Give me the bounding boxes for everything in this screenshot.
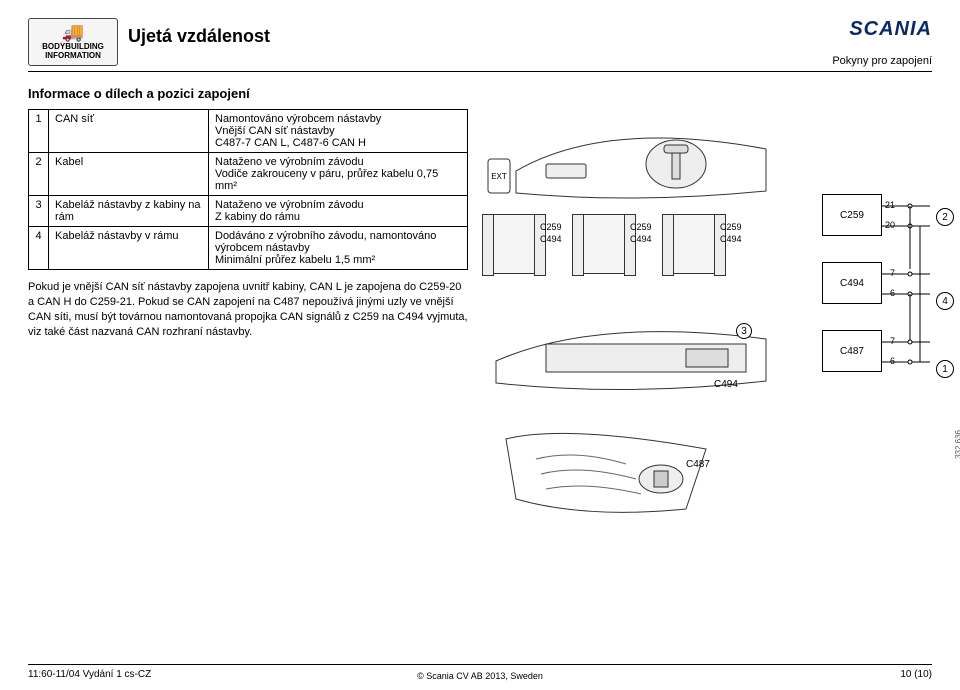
header-left: 🚚 BODYBUILDING INFORMATION Ujetá vzdálen… (28, 18, 270, 66)
bodybuilding-logo: 🚚 BODYBUILDING INFORMATION (28, 18, 118, 66)
callout-4: 4 (936, 292, 954, 310)
pin-label: 7 (890, 268, 895, 278)
header-right: SCANIA Pokyny pro zapojení (832, 18, 932, 67)
ecu-label-top: C259 (630, 222, 652, 234)
part-desc: Namontováno výrobcem nástavby Vnější CAN… (209, 110, 468, 153)
callout-3: 3 (736, 323, 752, 339)
ecu-label-bottom: C494 (630, 234, 652, 246)
page-footer: 11:60-11/04 Vydání 1 cs-CZ © Scania CV A… (28, 664, 932, 680)
table-row: 3 Kabeláž nástavby z kabiny na rám Nataž… (29, 196, 468, 227)
section-title: Informace o dílech a pozici zapojení (28, 86, 932, 101)
schematic-box-c494: C494 7 6 (822, 262, 882, 304)
pin-label: 7 (890, 336, 895, 346)
ecu-unit: C259 C494 (582, 214, 642, 274)
part-num: 1 (29, 110, 49, 153)
box-label: C259 (840, 210, 864, 221)
scania-logo: SCANIA (832, 18, 932, 41)
schematic-box-c259: C259 21 20 (822, 194, 882, 236)
ecu-unit: C259 C494 (672, 214, 732, 274)
connector-icon (486, 419, 756, 529)
part-num: 4 (29, 227, 49, 270)
ecu-label-bottom: C494 (720, 234, 742, 246)
pinout-schematic: C259 21 20 C494 7 6 C487 7 6 (822, 194, 942, 494)
table-row: 1 CAN síť Namontováno výrobcem nástavby … (29, 110, 468, 153)
ecu-labels: C259 C494 (540, 222, 562, 245)
page-header: 🚚 BODYBUILDING INFORMATION Ujetá vzdálen… (28, 18, 932, 72)
connector-label: C487 (686, 459, 710, 470)
drawing-code: 332 636 (954, 430, 960, 459)
box-label: C487 (840, 346, 864, 357)
ecu-label-bottom: C494 (540, 234, 562, 246)
ecu-label-top: C259 (720, 222, 742, 234)
part-desc: Nataženo ve výrobním závodu Z kabiny do … (209, 196, 468, 227)
callout-1: 1 (936, 360, 954, 378)
dashboard-icon: EXT (486, 109, 786, 204)
table-row: 2 Kabel Nataženo ve výrobním závodu Vodi… (29, 153, 468, 196)
left-column: 1 CAN síť Namontováno výrobcem nástavby … (28, 109, 468, 469)
content-row: 1 CAN síť Namontováno výrobcem nástavby … (28, 109, 932, 469)
part-name: CAN síť (49, 110, 209, 153)
note-paragraph: Pokud je vnější CAN síť nástavby zapojen… (28, 280, 468, 339)
part-name: Kabel (49, 153, 209, 196)
table-row: 4 Kabeláž nástavby v rámu Dodáváno z výr… (29, 227, 468, 270)
callout-2: 2 (936, 208, 954, 226)
ecu-labels: C259 C494 (630, 222, 652, 245)
right-column: EXT C259 C494 (486, 109, 932, 469)
parts-table: 1 CAN síť Namontováno výrobcem nástavby … (28, 109, 468, 270)
footer-center: © Scania CV AB 2013, Sweden (28, 671, 932, 681)
pin-label: 20 (885, 220, 895, 230)
page-title: Ujetá vzdálenost (128, 26, 270, 47)
ecu-labels: C259 C494 (720, 222, 742, 245)
pin-label: 21 (885, 200, 895, 210)
truck-icon: 🚚 (62, 23, 84, 43)
part-num: 3 (29, 196, 49, 227)
part-desc: Dodáváno z výrobního závodu, namontováno… (209, 227, 468, 270)
part-desc: Nataženo ve výrobním závodu Vodiče zakro… (209, 153, 468, 196)
chassis-connector-label: C494 (714, 379, 738, 390)
ecu-body-icon (582, 214, 626, 274)
header-subtitle: Pokyny pro zapojení (832, 55, 932, 67)
schematic-box-c487: C487 7 6 (822, 330, 882, 372)
ecu-unit: C259 C494 (492, 214, 552, 274)
box-label: C494 (840, 278, 864, 289)
part-name: Kabeláž nástavby z kabiny na rám (49, 196, 209, 227)
ecu-label-top: C259 (540, 222, 562, 234)
pin-label: 6 (890, 288, 895, 298)
ext-label: EXT (491, 172, 507, 181)
pin-label: 6 (890, 356, 895, 366)
part-num: 2 (29, 153, 49, 196)
ecu-row: C259 C494 C259 C494 C2 (492, 214, 732, 274)
ecu-body-icon (672, 214, 716, 274)
part-name: Kabeláž nástavby v rámu (49, 227, 209, 270)
logo-line2: INFORMATION (45, 52, 101, 61)
ecu-body-icon (492, 214, 536, 274)
